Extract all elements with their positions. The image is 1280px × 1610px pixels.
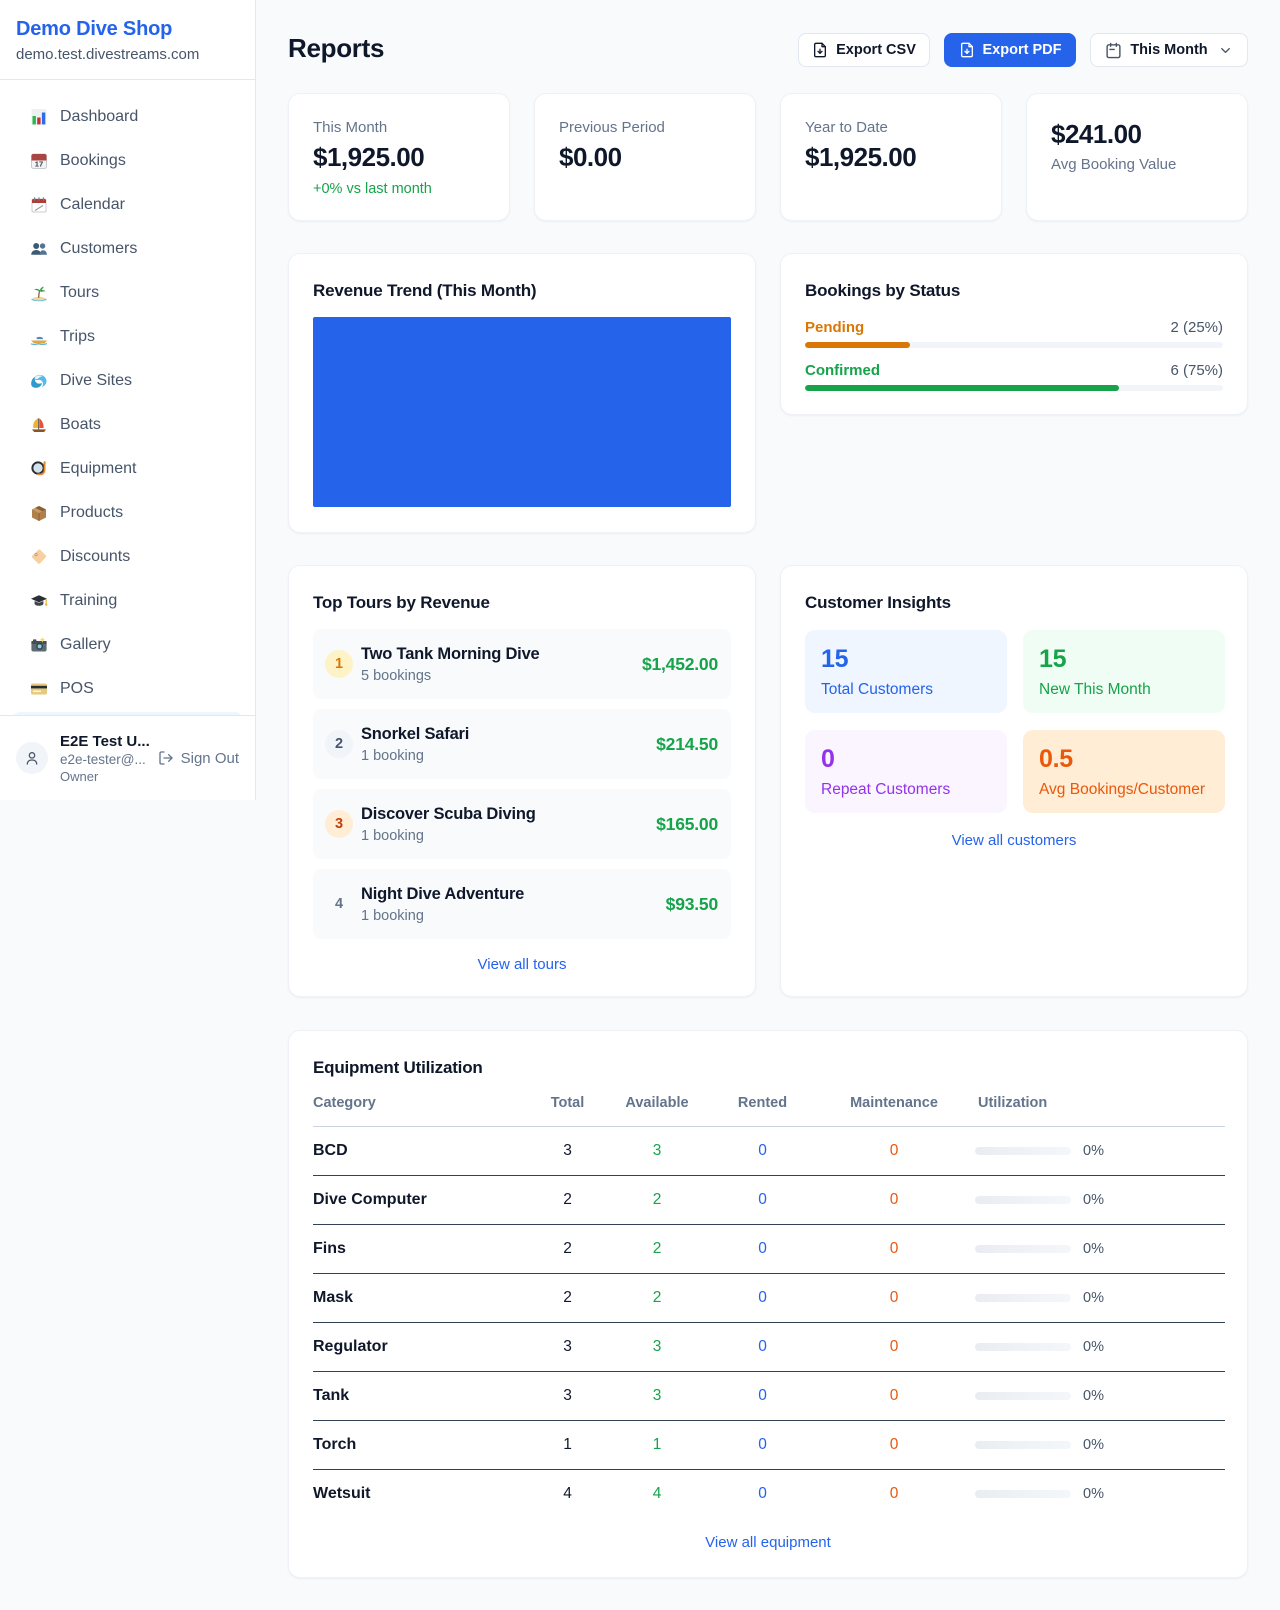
svg-text:17: 17: [35, 160, 43, 169]
